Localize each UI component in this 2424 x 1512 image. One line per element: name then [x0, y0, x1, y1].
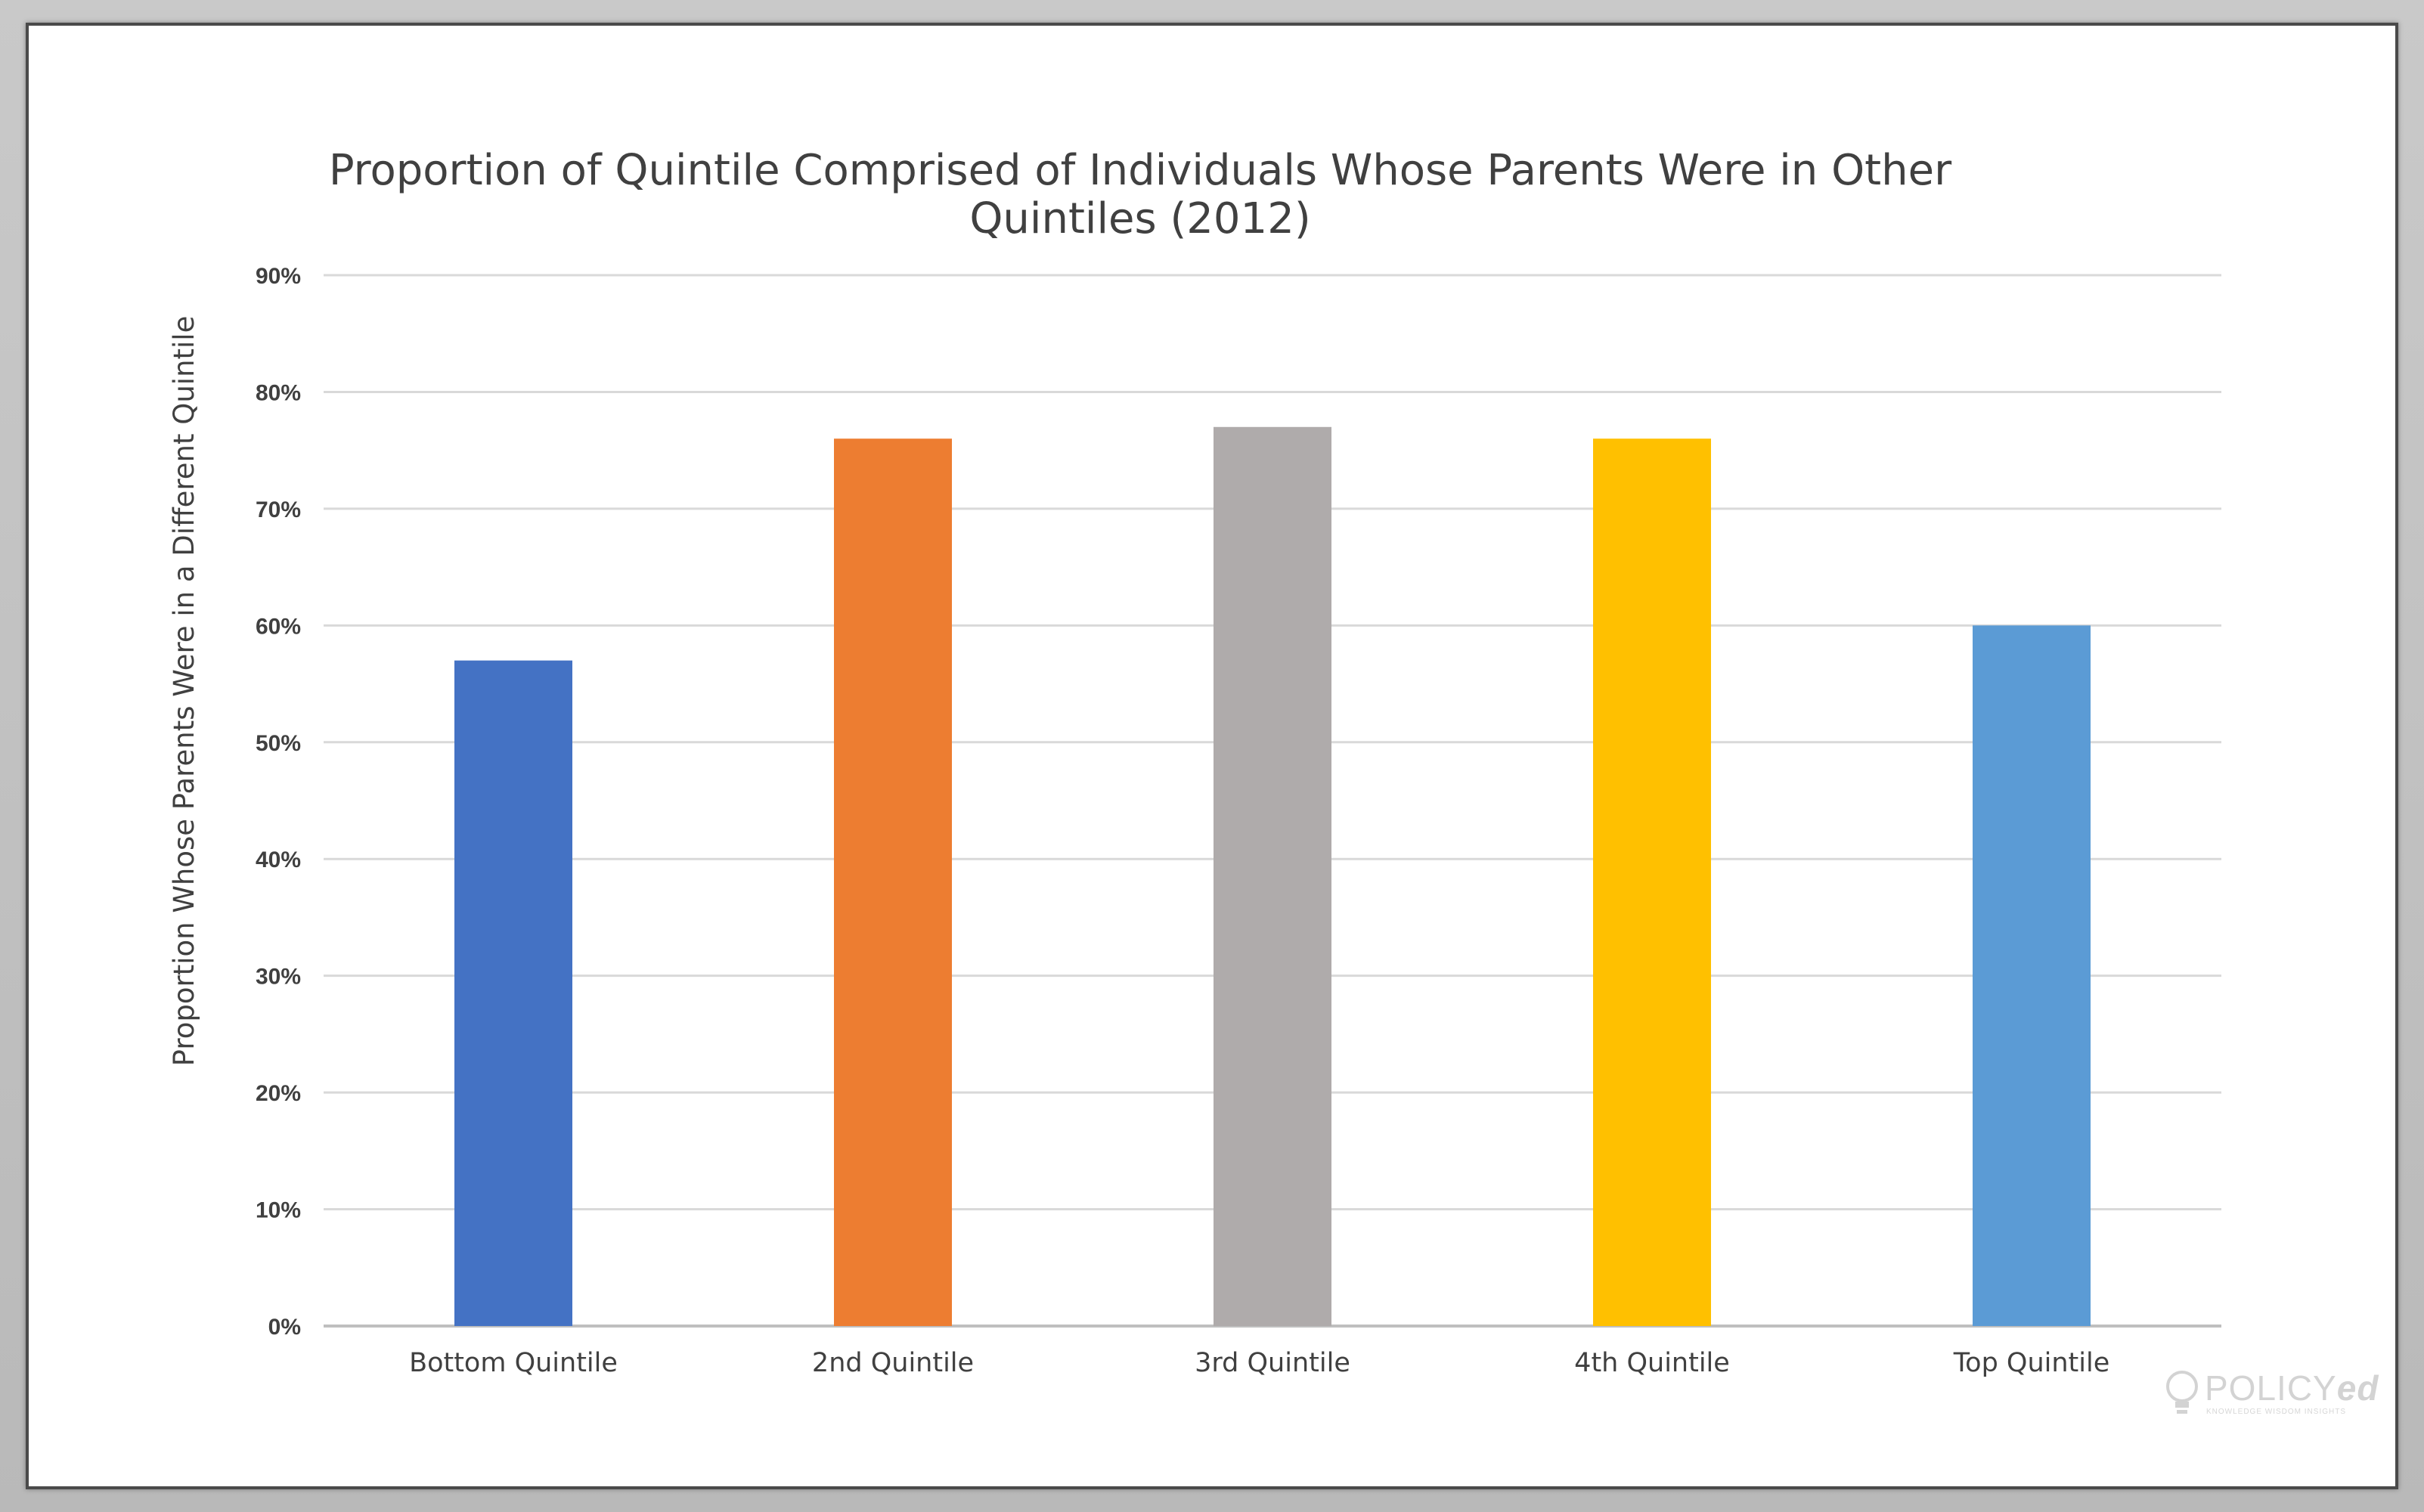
- y-tick-label: 50%: [256, 731, 301, 756]
- bar: [834, 438, 952, 1327]
- slide-frame: Proportion of Quintile Comprised of Indi…: [26, 23, 2398, 1489]
- bar-chart: Proportion of Quintile Comprised of Indi…: [168, 146, 2379, 1416]
- bar: [1973, 625, 2091, 1326]
- chart-title-line-1: Proportion of Quintile Comprised of Indi…: [329, 146, 1952, 195]
- chart-title-line-2: Quintiles (2012): [969, 194, 1310, 243]
- y-tick-label: 90%: [256, 264, 301, 289]
- y-tick-label: 30%: [256, 965, 301, 990]
- logo-text-prefix: POLICY: [2205, 1368, 2337, 1408]
- y-axis-ticks: 0% 10% 20% 30% 40% 50% 60% 70% 80% 90%: [256, 264, 301, 1340]
- lightbulb-icon: [2166, 1371, 2198, 1414]
- x-tick-label: 4th Quintile: [1574, 1348, 1730, 1378]
- logo-tagline: KNOWLEDGE WISDOM INSIGHTS: [2206, 1408, 2346, 1416]
- x-tick-label: Top Quintile: [1953, 1348, 2110, 1378]
- bar: [1214, 426, 1331, 1326]
- y-tick-label: 40%: [256, 847, 301, 872]
- y-axis-label: Proportion Whose Parents Were in a Diffe…: [168, 316, 200, 1067]
- y-tick-label: 80%: [256, 380, 301, 405]
- y-tick-label: 60%: [256, 614, 301, 639]
- y-tick-label: 20%: [256, 1081, 301, 1106]
- bar: [454, 660, 572, 1326]
- bar: [1593, 438, 1711, 1327]
- policyed-logo: POLICYed KNOWLEDGE WISDOM INSIGHTS: [2166, 1368, 2379, 1416]
- y-tick-label: 10%: [256, 1198, 301, 1223]
- svg-text:POLICYed: POLICYed: [2205, 1368, 2379, 1408]
- x-axis-ticks: Bottom Quintile 2nd Quintile 3rd Quintile 4…: [409, 1348, 2109, 1378]
- x-tick-label: Bottom Quintile: [409, 1348, 618, 1378]
- y-tick-label: 0%: [268, 1315, 301, 1340]
- x-tick-label: 2nd Quintile: [812, 1348, 974, 1378]
- bars: [454, 426, 2091, 1327]
- logo-text-suffix: ed: [2337, 1368, 2379, 1408]
- chart-title: Proportion of Quintile Comprised of Indi…: [329, 146, 1952, 243]
- y-tick-label: 70%: [256, 497, 301, 522]
- x-tick-label: 3rd Quintile: [1195, 1348, 1350, 1378]
